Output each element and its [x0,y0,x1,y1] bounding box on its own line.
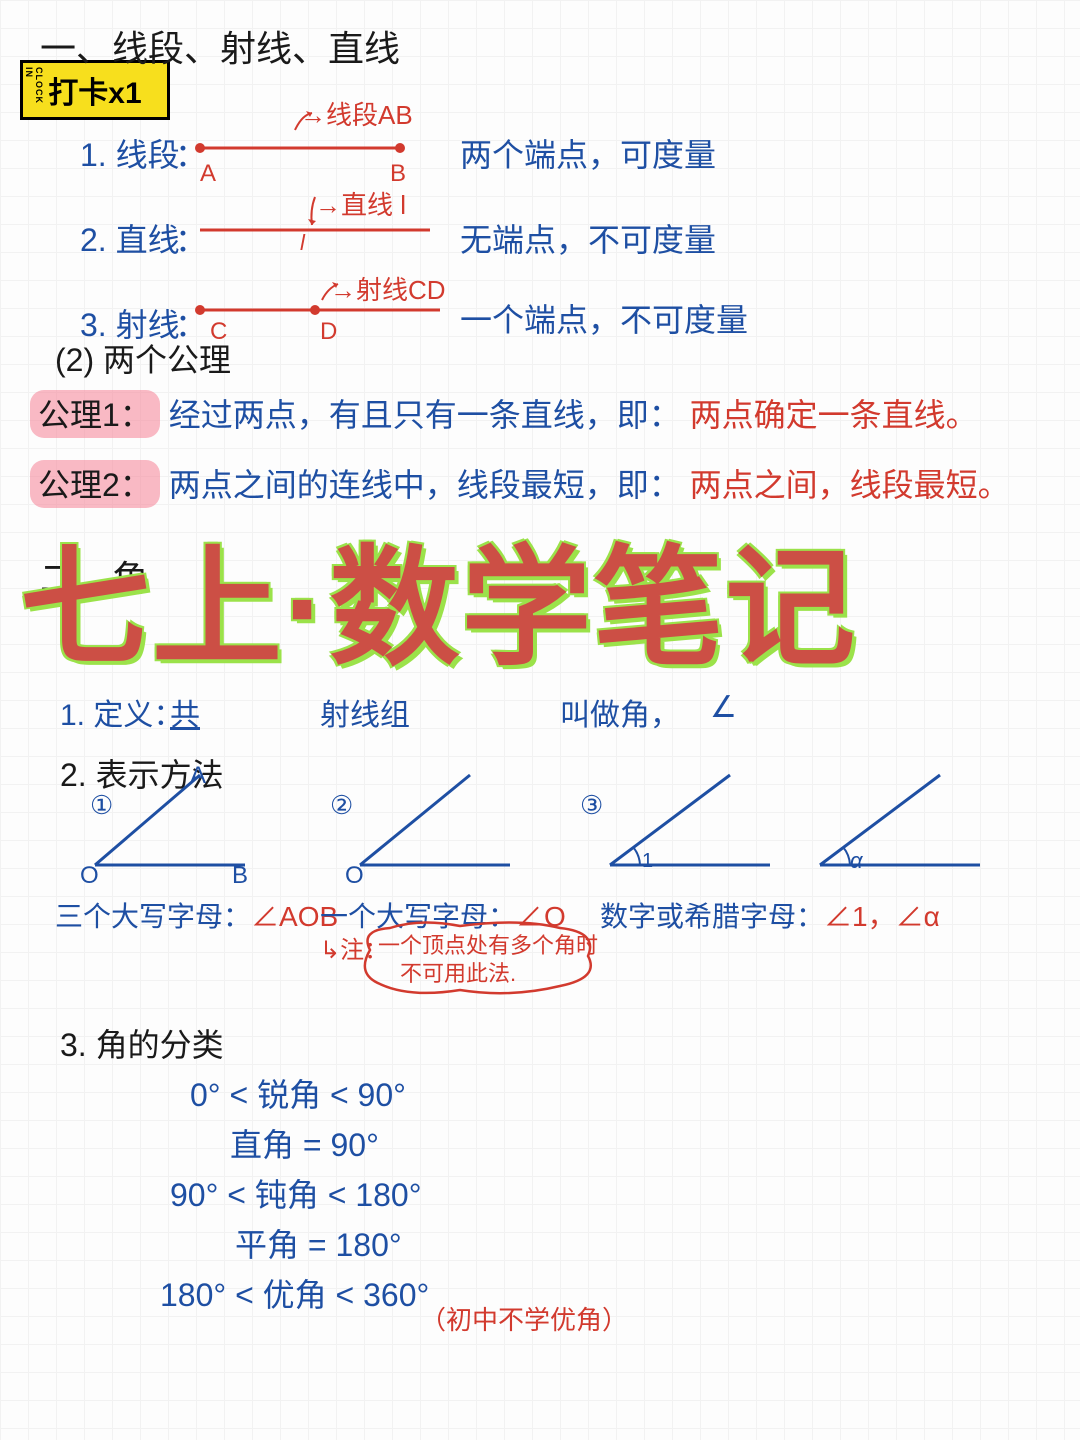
angle3-mark: 1 [642,850,653,873]
class-l1: 直角 = 90° [230,1120,379,1166]
item2-arrow [300,195,330,230]
item3-arrow-label: →射线CD [330,270,446,307]
angle2-svg [350,770,520,880]
angle1-caption: 三个大写字母：∠AOB [55,895,338,935]
angle1-cap-a: 三个大写字母： [55,901,251,932]
clockin-text: 打卡x1 [48,68,141,112]
item3-arrow [318,278,346,304]
item1-B: B [390,160,406,188]
clockin-side: CLOCK IN [27,67,41,113]
section1-heading: 一、线段、射线、直线 [40,20,400,72]
angle3-svg [600,770,780,880]
axiom2-body: 两点之间的连线中，线段最短，即： [169,467,681,503]
axiom2-row: 公理2： 两点之间的连线中，线段最短，即： 两点之间，线段最短。 [30,460,1010,508]
item1-label: 1. 线段 [80,130,180,176]
angle4-cap-a: 数字或希腊字母： [600,901,824,932]
angle1-A: A [190,762,206,790]
sec2-item1-c: 叫做角， [560,690,680,734]
axiom1-emph: 两点确定一条直线。 [690,397,978,433]
item2-l: l [300,230,305,256]
axiom1-tag: 公理1： [30,390,160,438]
sec2-item1-label: 1. 定义： [60,690,183,734]
axiom2-tag: 公理2： [30,460,160,508]
item1-A: A [200,160,216,188]
item2-desc: 无端点，不可度量 [460,215,716,261]
angle4-caption: 数字或希腊字母：∠1，∠α [600,895,940,935]
angle1-B: B [232,862,248,890]
angle4-svg [810,770,990,880]
axiom1-body: 经过两点，有且只有一条直线，即： [169,397,681,433]
overlay-title: 七上·数学笔记 [20,540,1060,677]
item2-label: 2. 直线 [80,215,180,261]
sec2-item3-label: 3. 角的分类 [60,1020,224,1066]
angle4-cap-b: ∠1，∠α [824,901,940,932]
class-l2: 90° < 钝角 < 180° [170,1170,422,1216]
class-l0: 0° < 锐角 < 90° [190,1070,406,1116]
sec2-item1-b: 射线组 [320,690,410,734]
angle2-note-l2: 不可用此法. [400,956,516,988]
class-footer: （初中不学优角） [420,1300,628,1337]
axiom2-emph: 两点之间，线段最短。 [690,467,1010,503]
axioms-label: (2) 两个公理 [55,335,231,381]
axiom1-row: 公理1： 经过两点，有且只有一条直线，即： 两点确定一条直线。 [30,390,978,438]
item1-desc: 两个端点，可度量 [460,130,716,176]
item1-arrow [290,105,320,135]
item3-D: D [320,318,337,346]
angle4-mark: α [850,848,863,874]
class-l4: 180° < 优角 < 360° [160,1270,429,1316]
sec2-item1-d: ∠ [710,690,737,725]
item3-desc: 一个端点，不可度量 [460,295,748,341]
angle1-O: O [80,862,99,890]
angle2-O: O [345,862,364,890]
class-l3: 平角 = 180° [235,1220,402,1266]
sec2-item1-a: 共 [170,690,200,734]
